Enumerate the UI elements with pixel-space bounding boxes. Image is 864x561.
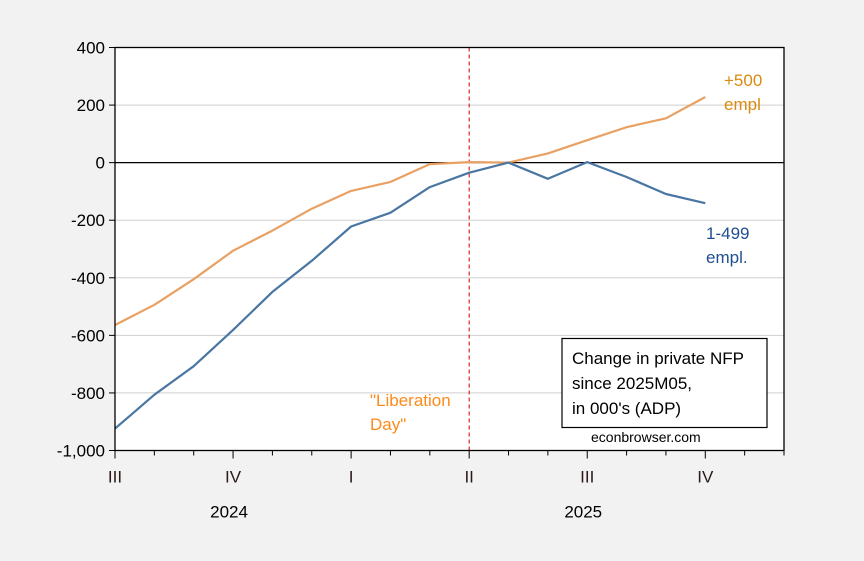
y-tick-label: -800 [71,384,105,403]
source-credit: econbrowser.com [591,429,701,445]
series-line-small-firms [114,161,706,430]
x-year-label: 2024 [210,503,248,522]
legend-line3: in 000's (ADP) [572,399,681,418]
y-tick-label: -1,000 [57,442,105,461]
y-tick-label: 200 [77,96,105,115]
legend-box [561,337,768,429]
x-tick-label: IV [225,468,242,487]
x-tick-label: II [464,468,473,487]
y-tick-label: -200 [71,211,105,230]
legend-line1: Change in private NFP [572,349,744,368]
series-label-1-499-line2: empl. [706,248,748,267]
series-label-1-499-line1: 1-499 [706,224,749,243]
legend-line2: since 2025M05, [572,374,692,393]
x-tick-label: I [349,468,354,487]
series-label-500-line1: +500 [724,71,762,90]
series-label-500-line2: empl [724,95,761,114]
x-year-label: 2025 [564,503,602,522]
y-tick-label: 0 [96,154,105,173]
x-tick-label: III [108,468,122,487]
y-tick-label: 400 [77,39,105,58]
x-tick-label: III [580,468,594,487]
x-tick-label: IV [697,468,714,487]
y-tick-label: -600 [71,326,105,345]
annotation-line1: "Liberation [370,391,451,410]
y-tick-label: -400 [71,269,105,288]
annotation-line2: Day" [370,415,406,434]
plot-frame [114,46,785,452]
series-line-large-firms [114,96,706,326]
